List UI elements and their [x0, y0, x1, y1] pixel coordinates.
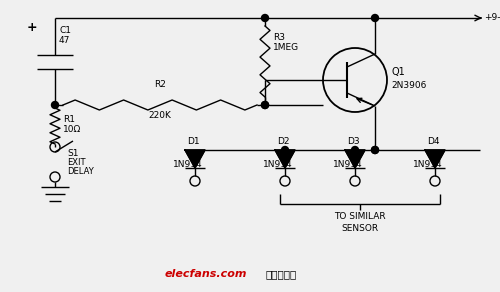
Text: +: +: [27, 21, 38, 34]
Text: 220K: 220K: [148, 111, 172, 120]
Circle shape: [282, 147, 288, 154]
Text: 1MEG: 1MEG: [273, 43, 299, 52]
Text: D4: D4: [427, 137, 440, 146]
Circle shape: [262, 15, 268, 22]
Text: S1: S1: [67, 149, 78, 158]
Text: Q1: Q1: [391, 67, 405, 77]
Text: 1N914: 1N914: [173, 160, 203, 169]
Text: D3: D3: [347, 137, 360, 146]
Text: 10Ω: 10Ω: [63, 125, 81, 134]
Circle shape: [262, 102, 268, 109]
Text: elecfans.com: elecfans.com: [165, 269, 248, 279]
Text: EXIT: EXIT: [67, 158, 86, 167]
Text: 1N914: 1N914: [333, 160, 362, 169]
Polygon shape: [425, 150, 445, 168]
Circle shape: [262, 102, 268, 109]
Text: R1: R1: [63, 115, 75, 124]
Circle shape: [372, 15, 378, 22]
Text: D1: D1: [187, 137, 200, 146]
Text: 1N914: 1N914: [263, 160, 292, 169]
Circle shape: [372, 147, 378, 154]
Text: 47: 47: [59, 36, 70, 45]
Text: R3: R3: [273, 33, 285, 42]
Circle shape: [352, 147, 358, 154]
Text: C1: C1: [59, 26, 71, 35]
Polygon shape: [275, 150, 295, 168]
Polygon shape: [185, 150, 205, 168]
Text: R2: R2: [154, 80, 166, 89]
Text: DELAY: DELAY: [67, 167, 94, 176]
Text: D2: D2: [277, 137, 289, 146]
Text: 1N914: 1N914: [413, 160, 442, 169]
Polygon shape: [345, 150, 365, 168]
Text: SENSOR: SENSOR: [342, 224, 378, 233]
Circle shape: [52, 102, 59, 109]
Text: 2N3906: 2N3906: [391, 81, 426, 91]
Text: TO SIMILAR: TO SIMILAR: [334, 212, 386, 221]
Circle shape: [372, 147, 378, 154]
Text: +9-12V: +9-12V: [484, 13, 500, 22]
Text: 图子发烧发: 图子发烧发: [265, 269, 296, 279]
